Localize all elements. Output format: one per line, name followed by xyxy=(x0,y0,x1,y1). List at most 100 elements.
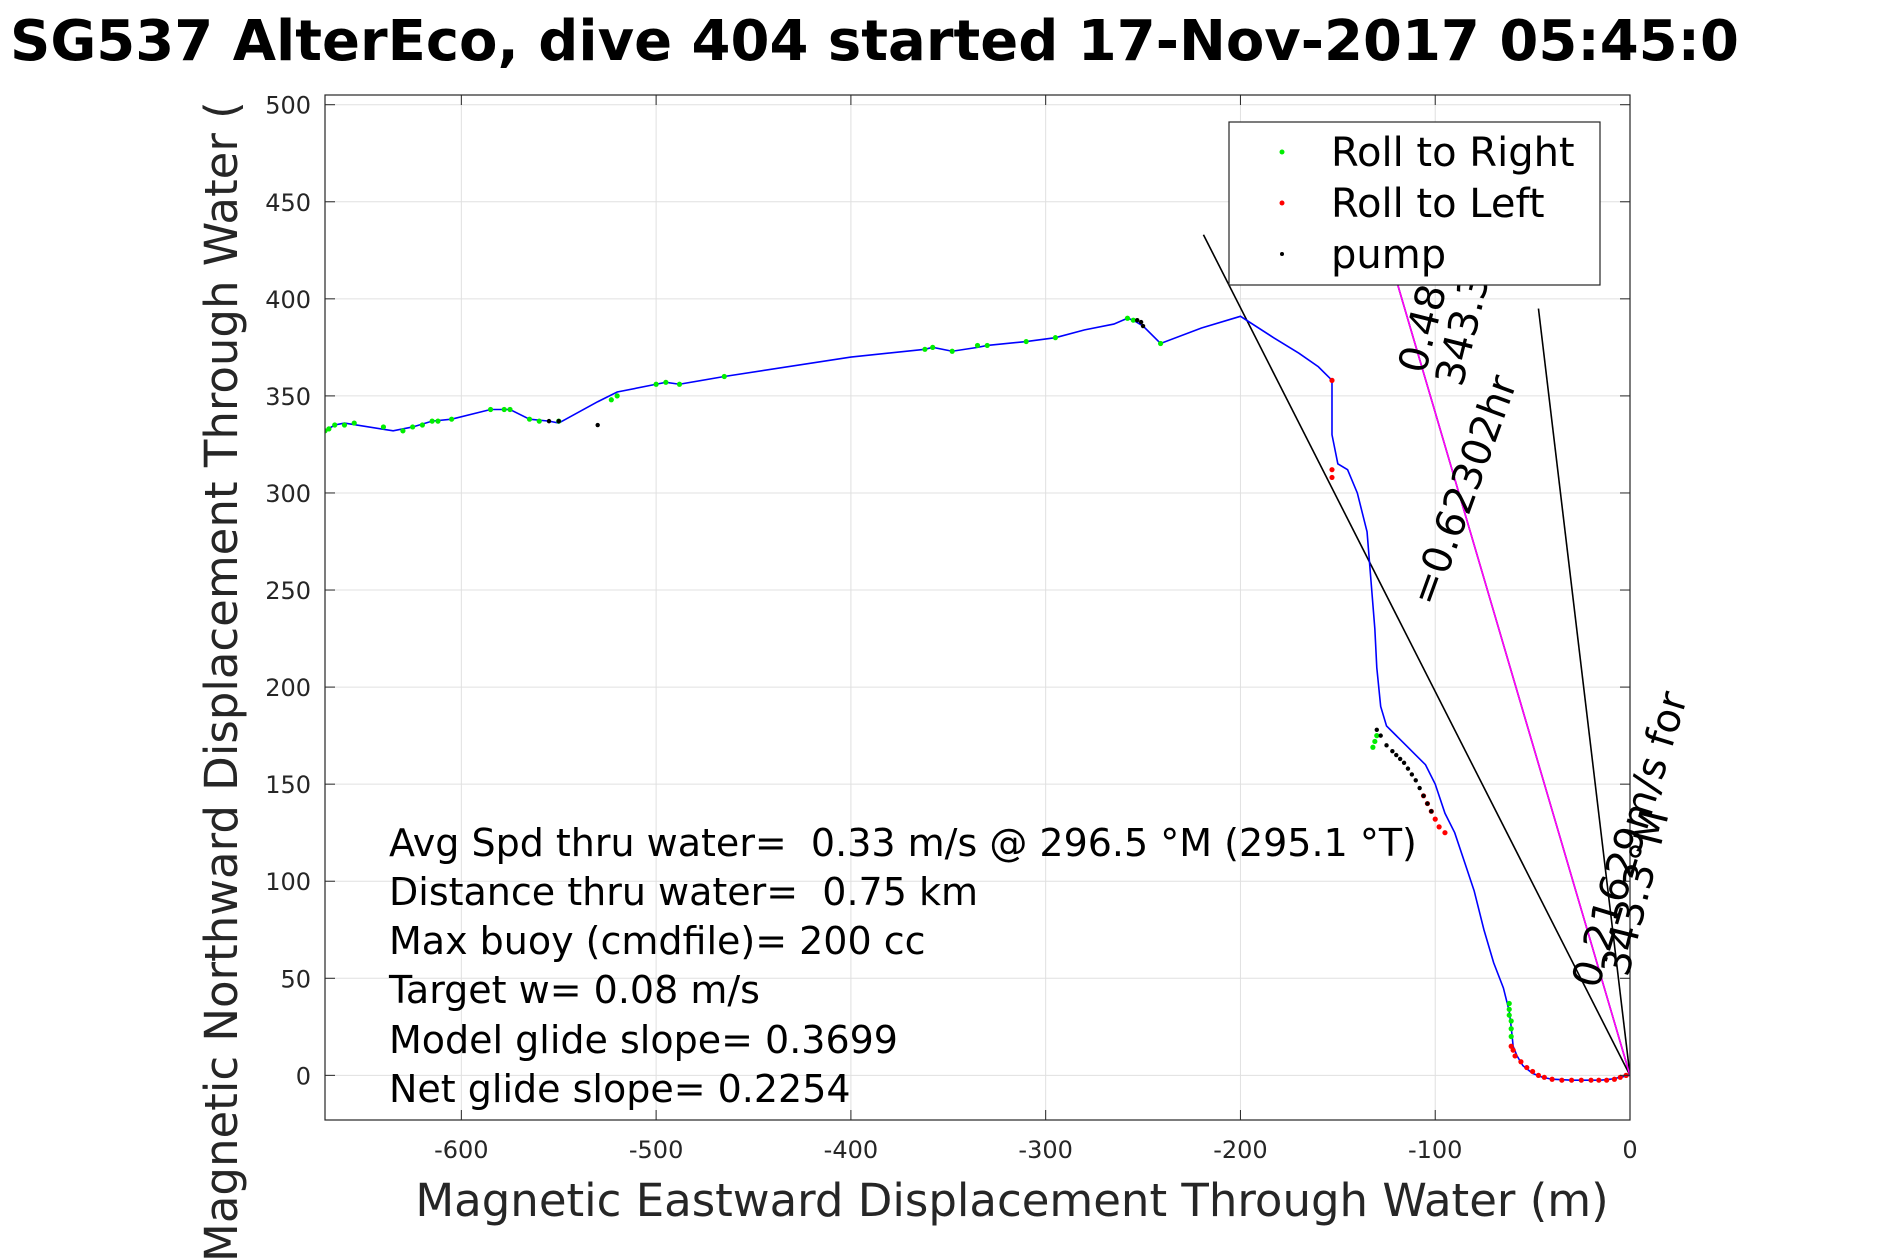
pump-marker xyxy=(1135,317,1140,323)
roll-left-marker xyxy=(1524,1064,1530,1071)
roll-right-marker xyxy=(380,424,387,430)
pump-marker xyxy=(1417,785,1422,791)
y-tick-label: 400 xyxy=(265,286,311,314)
roll-right-marker xyxy=(325,428,328,434)
roll-right-marker xyxy=(341,422,348,428)
legend: Roll to Right Roll to Left pump xyxy=(1228,121,1601,286)
pump-marker xyxy=(1425,801,1430,806)
roll-right-marker xyxy=(1508,1018,1514,1024)
roll-left-marker xyxy=(1329,467,1335,473)
roll-right-marker xyxy=(1506,1012,1512,1018)
roll-left-marker xyxy=(1510,1047,1516,1053)
roll-left-marker xyxy=(1596,1077,1602,1083)
roll-right-marker xyxy=(419,422,425,428)
pump-marker xyxy=(1405,766,1411,771)
y-tick-label: 50 xyxy=(280,965,311,993)
roll-right-marker xyxy=(400,428,406,434)
roll-right-marker xyxy=(974,342,981,349)
pump-marker xyxy=(1397,756,1403,762)
roll-left-marker xyxy=(1611,1076,1618,1082)
roll-right-marker xyxy=(1508,1033,1514,1040)
legend-marker-roll-right xyxy=(1279,149,1285,155)
x-tick-label: -100 xyxy=(1408,1136,1462,1164)
annotation-model-glide: Model glide slope= 0.3699 xyxy=(389,1018,898,1062)
roll-right-marker xyxy=(663,379,669,385)
roll-right-marker xyxy=(653,381,659,387)
roll-left-marker xyxy=(1568,1077,1575,1083)
roll-left-marker xyxy=(1512,1053,1518,1059)
legend-marker-roll-left xyxy=(1279,200,1285,206)
roll-right-marker xyxy=(1506,1006,1512,1012)
roll-left-marker xyxy=(1559,1077,1565,1083)
annotation-max-buoy: Max buoy (cmdfile)= 200 cc xyxy=(389,919,926,963)
roll-right-marker xyxy=(721,373,727,380)
roll-right-marker xyxy=(326,426,332,432)
roll-left-marker xyxy=(1508,1043,1514,1049)
pump-marker xyxy=(1374,727,1379,733)
x-tick-label: -200 xyxy=(1213,1136,1267,1164)
annotations: Avg Spd thru water= 0.33 m/s @ 296.5 °M … xyxy=(388,821,1417,1111)
pump-marker xyxy=(1413,778,1418,783)
pump-marker xyxy=(1394,752,1399,758)
y-axis-label: Magnetic Northward Displacement Through … xyxy=(195,101,248,1260)
roll-right-marker xyxy=(1508,1026,1514,1032)
roll-right-marker xyxy=(332,422,338,428)
roll-right-marker xyxy=(526,416,533,422)
roll-right-marker xyxy=(1130,317,1136,323)
roll-right-marker xyxy=(614,393,620,399)
y-tick-label: 200 xyxy=(265,674,311,702)
roll-right-marker xyxy=(1506,1000,1512,1007)
roll-left-marker xyxy=(1329,474,1335,481)
pump-marker xyxy=(1390,748,1395,754)
roll-right-marker xyxy=(1370,744,1376,750)
roll-right-marker xyxy=(449,416,455,422)
roll-right-marker xyxy=(922,346,928,352)
roll-left-marker xyxy=(1578,1077,1584,1083)
pump-marker xyxy=(1378,733,1383,738)
x-tick-label: -400 xyxy=(824,1136,878,1164)
x-tick-label: 0 xyxy=(1622,1136,1637,1164)
roll-right-marker xyxy=(676,381,683,387)
roll-right-marker xyxy=(351,420,357,426)
roll-right-marker xyxy=(1124,315,1131,321)
pump-marker xyxy=(1140,323,1146,329)
chart-title: SG537 AlterEco, dive 404 started 17-Nov-… xyxy=(10,9,1739,74)
roll-left-marker xyxy=(1617,1074,1623,1080)
pump-marker xyxy=(1384,743,1389,748)
pump-marker xyxy=(556,418,561,424)
roll-right-marker xyxy=(507,406,513,413)
roll-right-marker xyxy=(501,406,507,413)
pump-marker xyxy=(1429,809,1434,814)
roll-left-marker xyxy=(1549,1076,1555,1082)
roll-right-marker xyxy=(435,418,441,424)
markers xyxy=(325,315,1629,1083)
ticks: -600 -500 -400 -300 -200 -100 0 0 50 100 150 200 250… xyxy=(265,92,1637,1164)
x-tick-label: -500 xyxy=(629,1136,683,1164)
glide-slope-line xyxy=(1389,259,1630,1076)
x-tick-label: -300 xyxy=(1018,1136,1072,1164)
annotation-target-w: Target w= 0.08 m/s xyxy=(388,968,760,1012)
x-axis-label: Magnetic Eastward Displacement Through W… xyxy=(415,1174,1608,1227)
grid xyxy=(325,95,1631,1120)
roll-left-marker xyxy=(1329,377,1335,383)
roll-left-marker xyxy=(1535,1072,1542,1078)
roll-left-marker xyxy=(1530,1068,1536,1075)
annotation-distance: Distance thru water= 0.75 km xyxy=(389,870,978,914)
legend-label-roll-left: Roll to Left xyxy=(1331,181,1545,227)
roll-left-marker xyxy=(1436,824,1442,830)
roll-right-marker xyxy=(410,424,416,430)
roll-right-marker xyxy=(1157,340,1164,347)
roll-right-marker xyxy=(984,342,990,349)
pump-marker xyxy=(1409,772,1415,777)
roll-right-marker xyxy=(949,348,955,354)
pump-marker xyxy=(595,422,600,428)
plot-frame xyxy=(324,94,1631,1121)
annotation-net-glide: Net glide slope= 0.2254 xyxy=(389,1067,851,1111)
legend-marker-pump xyxy=(1280,252,1284,256)
glide-lines xyxy=(1202,234,1630,1076)
roll-right-marker xyxy=(1372,738,1378,745)
y-tick-label: 100 xyxy=(265,868,311,896)
roll-right-marker xyxy=(487,406,494,413)
legend-label-roll-right: Roll to Right xyxy=(1331,130,1575,176)
